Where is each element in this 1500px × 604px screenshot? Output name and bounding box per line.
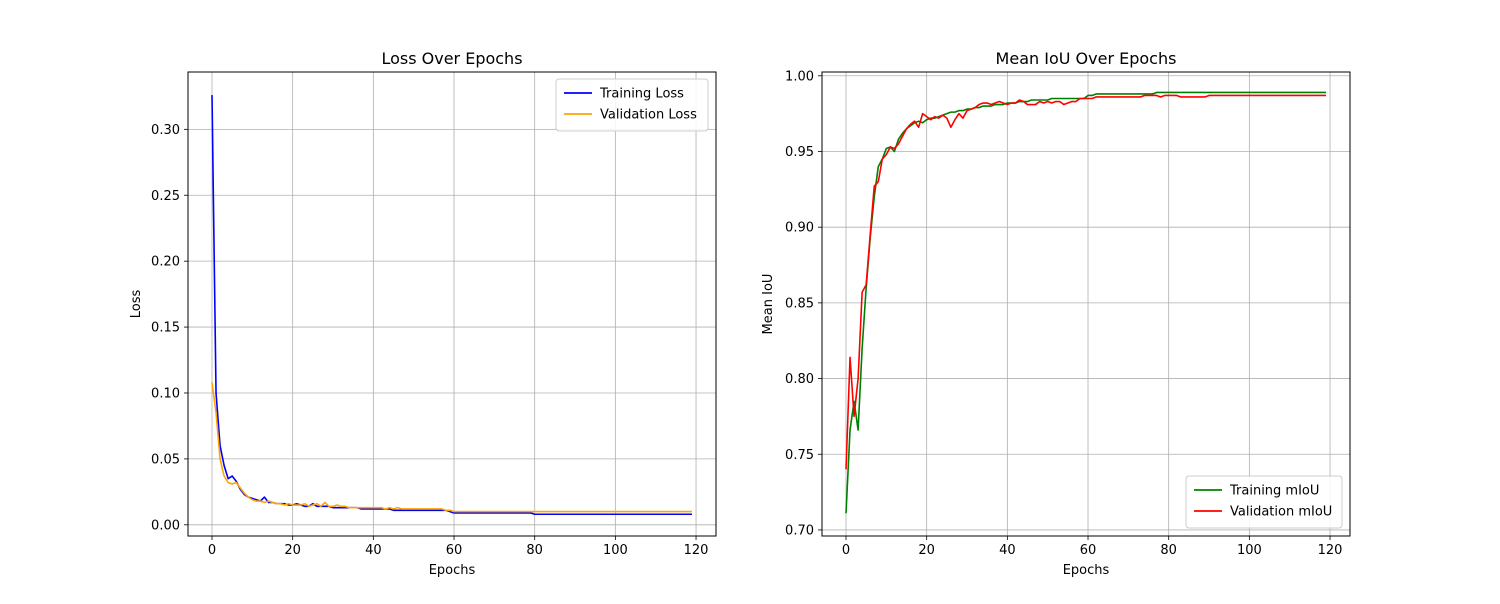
validation-loss-line <box>211 382 692 513</box>
loss-series-group <box>211 95 692 516</box>
miou-x-tick-label: 100 <box>1237 543 1262 558</box>
loss-y-axis-label: Loss <box>129 290 144 319</box>
loss-chart-title: Loss Over Epochs <box>381 49 522 68</box>
miou-y-axis-label: Mean IoU <box>761 274 776 335</box>
miou-x-tick-label: 80 <box>1160 543 1177 558</box>
miou-y-tick-label: 0.75 <box>785 448 814 463</box>
loss-y-tick-label: 0.20 <box>151 255 180 270</box>
miou-x-tick-label: 40 <box>999 543 1016 558</box>
miou-x-tick-label: 120 <box>1318 543 1343 558</box>
miou-x-axis-label: Epochs <box>1063 563 1110 578</box>
loss-legend-box <box>555 78 709 132</box>
miou-y-tick-label: 0.90 <box>785 221 814 236</box>
miou-plot-frame <box>821 71 1351 537</box>
loss-x-tick-label: 40 <box>365 543 382 558</box>
miou-x-ticks: 0 20 40 60 80 100 120 <box>842 536 1343 558</box>
loss-y-tick-label: 0.05 <box>151 452 180 467</box>
miou-grid <box>822 72 1350 536</box>
loss-x-tick-label: 80 <box>526 543 543 558</box>
miou-chart-panel: 0 20 40 60 80 100 120 0.70 0.75 0.80 0.85 0.90 0.95… <box>761 49 1351 578</box>
miou-x-tick-label: 60 <box>1080 543 1097 558</box>
training-loss-legend-label: Training Loss <box>599 87 684 102</box>
loss-plot-frame <box>187 71 717 537</box>
miou-legend-box <box>1185 475 1343 529</box>
training-miou-legend-label: Training mIoU <box>1229 484 1319 499</box>
miou-y-tick-label: 0.70 <box>785 523 814 538</box>
loss-x-tick-label: 20 <box>284 543 301 558</box>
loss-y-ticks: 0.00 0.05 0.10 0.15 0.20 0.25 0.30 <box>151 123 188 533</box>
loss-x-ticks: 0 20 40 60 80 100 120 <box>208 536 709 558</box>
loss-x-tick-label: 120 <box>684 543 709 558</box>
miou-y-ticks: 0.70 0.75 0.80 0.85 0.90 0.95 1.00 <box>785 69 822 538</box>
validation-loss-legend-label: Validation Loss <box>600 108 697 123</box>
loss-legend: Training Loss Validation Loss <box>555 78 709 132</box>
loss-y-tick-label: 0.15 <box>151 321 180 336</box>
loss-x-axis-label: Epochs <box>429 563 476 578</box>
loss-y-tick-label: 0.30 <box>151 123 180 138</box>
loss-y-tick-label: 0.00 <box>151 518 180 533</box>
validation-miou-legend-label: Validation mIoU <box>1230 505 1332 520</box>
loss-chart-panel: 0 20 40 60 80 100 120 0.00 0.05 0.10 0.15 0.20 0.25… <box>129 49 717 578</box>
loss-y-tick-label: 0.10 <box>151 386 180 401</box>
miou-chart-title: Mean IoU Over Epochs <box>996 49 1177 68</box>
training-miou-line <box>845 91 1326 514</box>
miou-y-tick-label: 1.00 <box>785 69 814 84</box>
miou-legend: Training mIoU Validation mIoU <box>1185 475 1343 529</box>
loss-x-tick-label: 60 <box>446 543 463 558</box>
loss-grid <box>188 72 716 536</box>
miou-x-tick-label: 0 <box>842 543 850 558</box>
miou-y-tick-label: 0.85 <box>785 296 814 311</box>
miou-x-tick-label: 20 <box>918 543 935 558</box>
loss-x-tick-label: 0 <box>208 543 216 558</box>
validation-miou-line <box>845 94 1326 470</box>
miou-y-tick-label: 0.95 <box>785 145 814 160</box>
miou-y-tick-label: 0.80 <box>785 372 814 387</box>
miou-series-group <box>845 91 1326 514</box>
loss-x-tick-label: 100 <box>603 543 628 558</box>
loss-y-tick-label: 0.25 <box>151 189 180 204</box>
